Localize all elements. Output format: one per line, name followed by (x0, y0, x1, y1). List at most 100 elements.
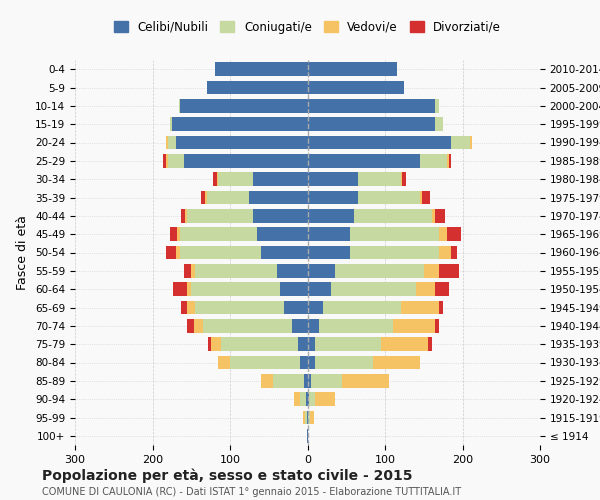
Bar (439, 228, 447, 241)
Bar (176, 136, 308, 149)
Bar (213, 172, 217, 186)
Bar (308, 374, 311, 388)
Bar (308, 264, 335, 278)
Bar (257, 228, 308, 241)
Bar (205, 190, 207, 204)
Bar (211, 338, 221, 351)
Bar (202, 190, 205, 204)
Bar (272, 374, 304, 388)
Bar (436, 282, 449, 296)
Bar (184, 154, 308, 168)
Bar (207, 80, 308, 94)
Bar (315, 392, 335, 406)
Bar (436, 99, 439, 112)
Bar (280, 282, 308, 296)
Bar (194, 319, 203, 332)
Bar (284, 300, 308, 314)
Text: Popolazione per età, sesso e stato civile - 2015: Popolazione per età, sesso e stato civil… (42, 468, 413, 483)
Bar (179, 228, 257, 241)
Bar (306, 392, 308, 406)
Bar (470, 136, 472, 149)
Bar (323, 300, 401, 314)
Bar (308, 319, 319, 332)
Bar (261, 374, 272, 388)
Bar (166, 136, 168, 149)
Bar (191, 282, 280, 296)
Bar (208, 338, 211, 351)
Bar (308, 80, 404, 94)
Y-axis label: Fasce di età: Fasce di età (16, 215, 29, 290)
Bar (436, 118, 443, 131)
Bar (253, 209, 308, 222)
Bar (420, 190, 422, 204)
Bar (181, 300, 187, 314)
Bar (308, 246, 350, 260)
Bar (451, 246, 457, 260)
Bar (308, 228, 350, 241)
Bar (298, 338, 308, 351)
Bar (308, 209, 354, 222)
Bar (303, 410, 305, 424)
Bar (168, 154, 184, 168)
Bar (195, 300, 284, 314)
Bar (308, 136, 451, 149)
Bar (401, 300, 439, 314)
Legend: Celibi/Nubili, Coniugati/e, Vedovi/e, Divorziati/e: Celibi/Nubili, Coniugati/e, Vedovi/e, Di… (109, 16, 506, 38)
Bar (305, 410, 307, 424)
Bar (428, 338, 431, 351)
Bar (253, 172, 308, 186)
Bar (309, 392, 315, 406)
Bar (436, 319, 439, 332)
Bar (319, 319, 393, 332)
Bar (308, 338, 315, 351)
Bar (308, 190, 358, 204)
Bar (451, 136, 470, 149)
Bar (431, 209, 436, 222)
Bar (230, 356, 300, 370)
Bar (416, 282, 436, 296)
Bar (184, 264, 191, 278)
Bar (308, 99, 436, 112)
Bar (203, 319, 292, 332)
Bar (166, 154, 168, 168)
Bar (447, 228, 461, 241)
Bar (422, 190, 430, 204)
Bar (168, 136, 176, 149)
Bar (315, 356, 373, 370)
Bar (439, 264, 458, 278)
Bar (439, 300, 443, 314)
Bar (300, 392, 306, 406)
Bar (187, 319, 194, 332)
Bar (308, 172, 358, 186)
Bar (420, 154, 447, 168)
Bar (218, 356, 230, 370)
Bar (181, 209, 185, 222)
Text: COMUNE DI CAULONIA (RC) - Dati ISTAT 1° gennaio 2015 - Elaborazione TUTTITALIA.I: COMUNE DI CAULONIA (RC) - Dati ISTAT 1° … (42, 487, 461, 497)
Bar (350, 246, 439, 260)
Bar (166, 246, 176, 260)
Bar (308, 118, 436, 131)
Bar (315, 338, 381, 351)
Bar (172, 118, 308, 131)
Bar (221, 338, 298, 351)
Bar (179, 246, 261, 260)
Bar (308, 392, 309, 406)
Bar (401, 172, 402, 186)
Bar (163, 154, 166, 168)
Bar (261, 246, 308, 260)
Bar (250, 190, 308, 204)
Bar (178, 228, 179, 241)
Bar (191, 264, 195, 278)
Bar (300, 356, 308, 370)
Bar (187, 209, 253, 222)
Bar (358, 190, 420, 204)
Bar (277, 264, 308, 278)
Bar (308, 282, 331, 296)
Bar (176, 246, 179, 260)
Bar (424, 264, 439, 278)
Bar (373, 356, 420, 370)
Bar (293, 392, 300, 406)
Bar (185, 209, 187, 222)
Bar (439, 246, 451, 260)
Bar (307, 410, 308, 424)
